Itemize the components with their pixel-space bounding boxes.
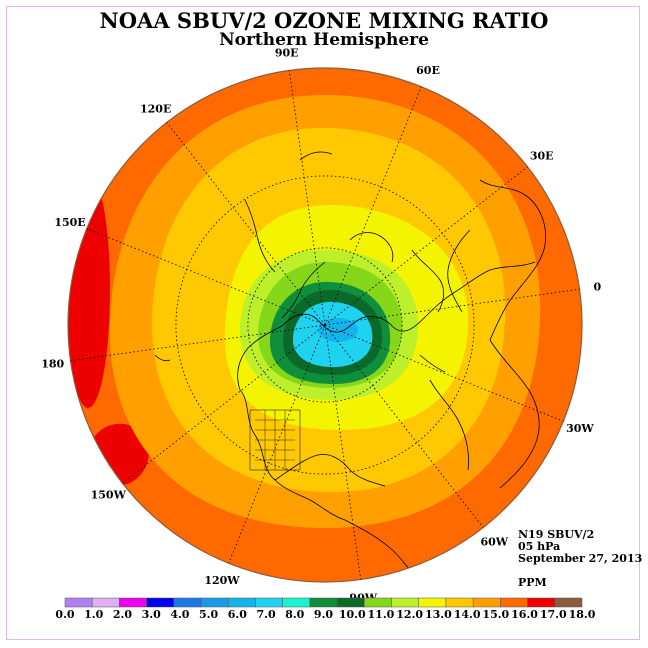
longitude-label: 150W <box>91 488 127 501</box>
longitude-label: 90W <box>349 591 377 604</box>
meridian-line <box>70 324 326 362</box>
satellite-label: N19 SBUV/2 <box>518 528 595 541</box>
meridian-line <box>324 324 362 580</box>
longitude-label: 120W <box>204 574 240 587</box>
meridian-line <box>324 86 422 326</box>
longitude-label: 30E <box>530 150 554 163</box>
longitude-label: 30W <box>566 422 594 435</box>
meridian-line <box>166 122 326 326</box>
meridian-line <box>122 324 326 484</box>
figure-frame <box>6 6 640 640</box>
pressure-level-label: 05 hPa <box>518 540 561 553</box>
meridian-line <box>324 288 580 326</box>
map-subtitle: Northern Hemisphere <box>219 30 429 50</box>
longitude-label: 180 <box>41 357 64 370</box>
coastlines <box>154 151 547 573</box>
meridian-line <box>288 70 326 326</box>
meridian-line <box>324 324 564 422</box>
meridian-line <box>86 228 326 326</box>
date-label: September 27, 2013 <box>518 552 643 565</box>
latitude-circle <box>175 175 475 475</box>
units-label: PPM <box>518 576 547 589</box>
longitude-label: 150E <box>54 216 85 229</box>
longitude-label: 120E <box>140 102 171 115</box>
map-title: NOAA SBUV/2 OZONE MIXING RATIO <box>99 8 549 33</box>
longitude-label: 60E <box>416 64 440 77</box>
meridian-line <box>324 166 528 326</box>
meridian-line <box>324 324 484 528</box>
graticule <box>70 70 580 580</box>
longitude-label: 90E <box>275 47 299 60</box>
meridian-line <box>228 324 326 564</box>
cyan-core <box>318 318 358 342</box>
latitude-circle <box>247 247 403 403</box>
map-boundary <box>67 67 583 583</box>
longitude-label: 60W <box>480 536 508 549</box>
longitude-label: 0 <box>593 281 601 294</box>
